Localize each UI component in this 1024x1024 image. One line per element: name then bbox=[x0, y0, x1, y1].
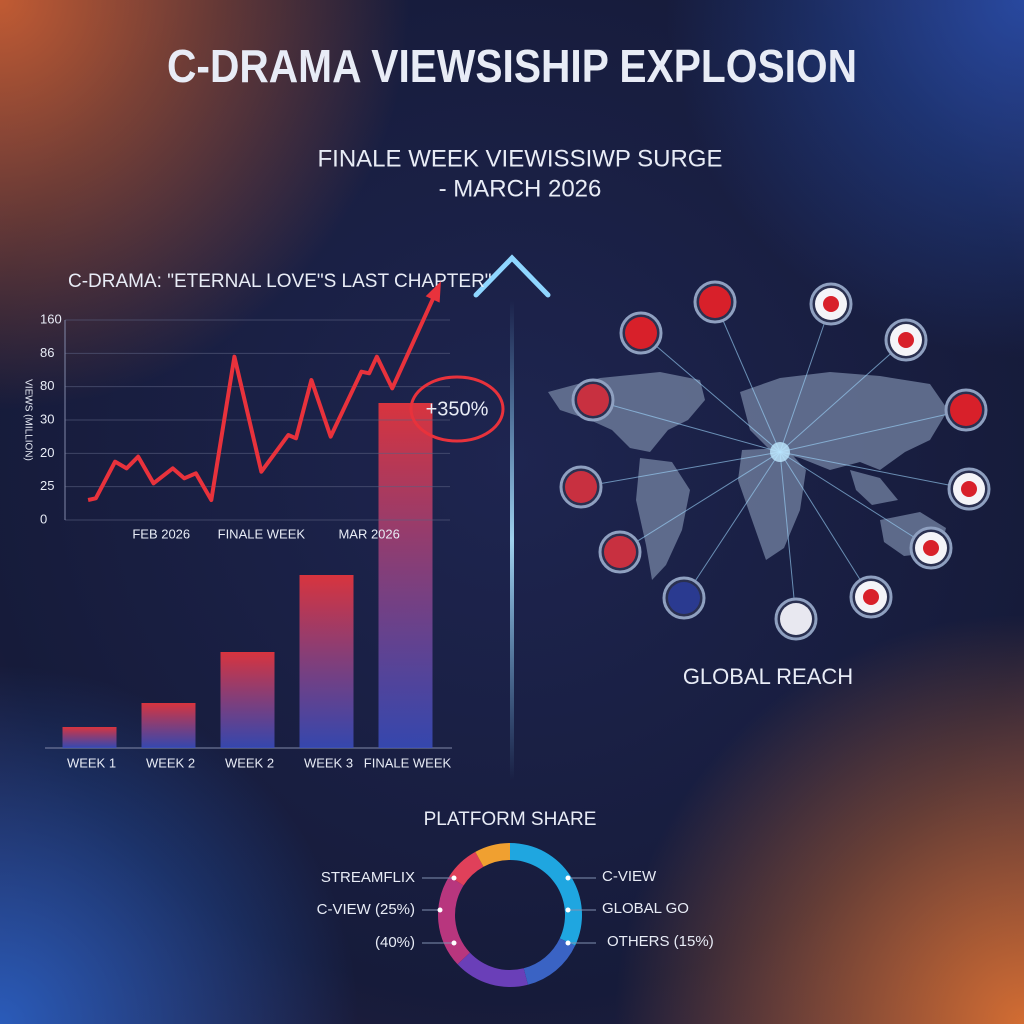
donut-segment bbox=[523, 938, 576, 985]
chart-title: C-DRAMA: "ETERNAL LOVE"S LAST CHAPTER" bbox=[68, 271, 492, 292]
connector bbox=[779, 409, 967, 453]
bar bbox=[62, 727, 117, 748]
x-tick-label: FINALE WEEK bbox=[364, 755, 452, 770]
y-tick-label: 86 bbox=[40, 345, 54, 360]
connector bbox=[779, 339, 907, 453]
flag bbox=[625, 317, 657, 349]
connector bbox=[619, 451, 781, 553]
y-tick-label: 80 bbox=[40, 378, 54, 393]
leader-dot bbox=[565, 907, 571, 913]
y-tick-label: 20 bbox=[40, 445, 54, 460]
y-tick-label: 30 bbox=[40, 411, 54, 426]
flag bbox=[604, 536, 636, 568]
bar-chart: WEEK 1 WEEK 2 WEEK 2 WEEK 3 FINALE WEEK bbox=[45, 403, 452, 770]
connector bbox=[580, 451, 781, 488]
flag bbox=[950, 394, 982, 426]
y-tick-label: 160 bbox=[40, 311, 62, 326]
x-tick-label: FINALE WEEK bbox=[218, 526, 306, 541]
arrow-head bbox=[425, 281, 441, 303]
y-tick-label: 25 bbox=[40, 478, 54, 493]
map: GLOBAL REACH bbox=[548, 280, 991, 689]
x-tick-label: WEEK 2 bbox=[146, 755, 195, 770]
flag-emblem bbox=[823, 296, 839, 312]
connector bbox=[779, 451, 932, 549]
x-tick-label: MAR 2026 bbox=[338, 526, 399, 541]
donut-segment bbox=[510, 843, 582, 946]
title: C-DRAMA VIEWSISHIP EXPLOSION bbox=[167, 40, 857, 92]
donut-segment bbox=[449, 851, 484, 886]
connector bbox=[592, 399, 781, 453]
flag bbox=[699, 286, 731, 318]
line-chart: C-DRAMA: "ETERNAL LOVE"S LAST CHAPTER" VI… bbox=[22, 271, 505, 541]
connector bbox=[779, 451, 797, 620]
connector bbox=[779, 303, 832, 453]
donut-segment bbox=[475, 843, 510, 867]
donut-label: GLOBAL GO bbox=[602, 900, 689, 917]
donut-segment bbox=[457, 952, 528, 987]
connector bbox=[683, 451, 781, 599]
donut-label: STREAMFLIX bbox=[321, 869, 415, 886]
flag bbox=[565, 471, 597, 503]
bar bbox=[141, 703, 196, 748]
chart-title: PLATFORM SHARE bbox=[424, 809, 597, 830]
hub-glow bbox=[770, 442, 790, 462]
flag-emblem bbox=[923, 540, 939, 556]
flag-emblem bbox=[961, 481, 977, 497]
continent bbox=[738, 448, 806, 560]
subtitle: - MARCH 2026 bbox=[439, 175, 602, 202]
flag-emblem bbox=[863, 589, 879, 605]
map-title: GLOBAL REACH bbox=[683, 664, 853, 689]
flag bbox=[577, 384, 609, 416]
chevron bbox=[473, 254, 551, 298]
x-tick-label: FEB 2026 bbox=[132, 526, 190, 541]
donut-segment bbox=[438, 876, 470, 965]
y-axis-label: VIEWS (MILLION) bbox=[22, 379, 33, 461]
leader-dot bbox=[565, 875, 571, 881]
donut-label: C-VIEW bbox=[602, 868, 657, 885]
bar bbox=[220, 652, 275, 748]
leader-dot bbox=[565, 940, 571, 946]
leader-dot bbox=[437, 907, 443, 913]
connector bbox=[714, 301, 781, 453]
continent bbox=[740, 372, 948, 470]
connector bbox=[779, 451, 872, 598]
annotation-circle bbox=[409, 375, 505, 443]
x-tick-label: WEEK 2 bbox=[225, 755, 274, 770]
continent bbox=[636, 458, 690, 580]
annotation: +350% bbox=[426, 398, 489, 420]
y-tick-label: 0 bbox=[40, 511, 47, 526]
bar bbox=[299, 575, 354, 748]
flag bbox=[668, 582, 700, 614]
flag bbox=[780, 603, 812, 635]
subtitle: FINALE WEEK VIEWISSIWP SURGE bbox=[318, 145, 723, 172]
donut-chart: PLATFORM SHARE STREAMFLIX C-VIEW (25%) (40%… bbox=[317, 809, 714, 987]
leader-dot bbox=[451, 875, 457, 881]
line bbox=[87, 285, 441, 502]
divider bbox=[510, 300, 514, 780]
connector bbox=[640, 332, 781, 453]
donut-label: C-VIEW (25%) bbox=[317, 901, 415, 918]
bar bbox=[378, 403, 433, 748]
donut-label: OTHERS (15%) bbox=[607, 933, 714, 950]
continent bbox=[850, 470, 898, 505]
donut-label: (40%) bbox=[375, 934, 415, 951]
flag-emblem bbox=[898, 332, 914, 348]
connector bbox=[779, 451, 970, 490]
leader-dot bbox=[451, 940, 457, 946]
x-tick-label: WEEK 3 bbox=[304, 755, 353, 770]
x-tick-label: WEEK 1 bbox=[67, 755, 116, 770]
